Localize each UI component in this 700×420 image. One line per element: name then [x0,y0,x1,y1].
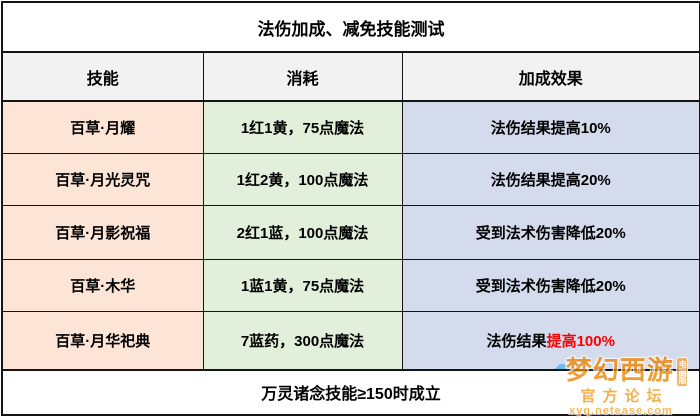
table-row: 百草·木华 1蓝1黄，75点魔法 受到法术伤害降低20% [1,258,700,312]
cost-cell: 1红1黄，75点魔法 [202,100,403,155]
effect-text: 受到法术伤害降低20% [475,225,626,243]
cost-cell: 7蓝药，300点魔法 [202,310,403,371]
footer-row: 万灵诸念技能≥150时成立 [1,368,700,416]
effect-text: 法伤结果 [486,332,547,350]
cost-cell: 1红2黄，100点魔法 [202,153,403,207]
effect-cell: 法伤结果提高10% [401,100,700,155]
table-row: 百草·月光灵咒 1红2黄，100点魔法 法伤结果提高20% [1,153,700,207]
effect-text: 法伤结果提高10% [490,120,611,138]
effect-cell: 法伤结果提高100% [401,310,700,371]
cost-cell: 2红1蓝，100点魔法 [202,205,403,260]
skill-cell: 百草·月耀 [1,100,204,155]
effect-text: 受到法术伤害降低20% [475,277,626,295]
page-title: 法伤加成、减免技能测试 [1,1,700,54]
table-row: 百草·月华祀典 7蓝药，300点魔法 法伤结果提高100% [1,310,700,371]
effect-cell: 受到法术伤害降低20% [401,205,700,260]
effect-cell: 法伤结果提高20% [401,153,700,207]
effect-cell: 受到法术伤害降低20% [401,258,700,312]
col-header-cost: 消耗 [202,51,403,103]
skill-cell: 百草·月光灵咒 [1,153,204,207]
effect-text: 法伤结果提高20% [490,172,611,190]
skill-cell: 百草·月影祝福 [1,205,204,260]
footer-note: 万灵诸念技能≥150时成立 [1,368,700,416]
effect-highlight: 提高100% [546,332,615,350]
skill-cell: 百草·木华 [1,258,204,312]
col-header-effect: 加成效果 [401,51,700,103]
col-header-skill: 技能 [1,51,204,103]
title-row: 法伤加成、减免技能测试 [1,1,700,54]
cost-cell: 1蓝1黄，75点魔法 [202,258,403,312]
table-row: 百草·月耀 1红1黄，75点魔法 法伤结果提高10% [1,100,700,155]
skill-cell: 百草·月华祀典 [1,310,204,371]
table-row: 百草·月影祝福 2红1蓝，100点魔法 受到法术伤害降低20% [1,205,700,260]
header-row: 技能 消耗 加成效果 [1,51,700,103]
